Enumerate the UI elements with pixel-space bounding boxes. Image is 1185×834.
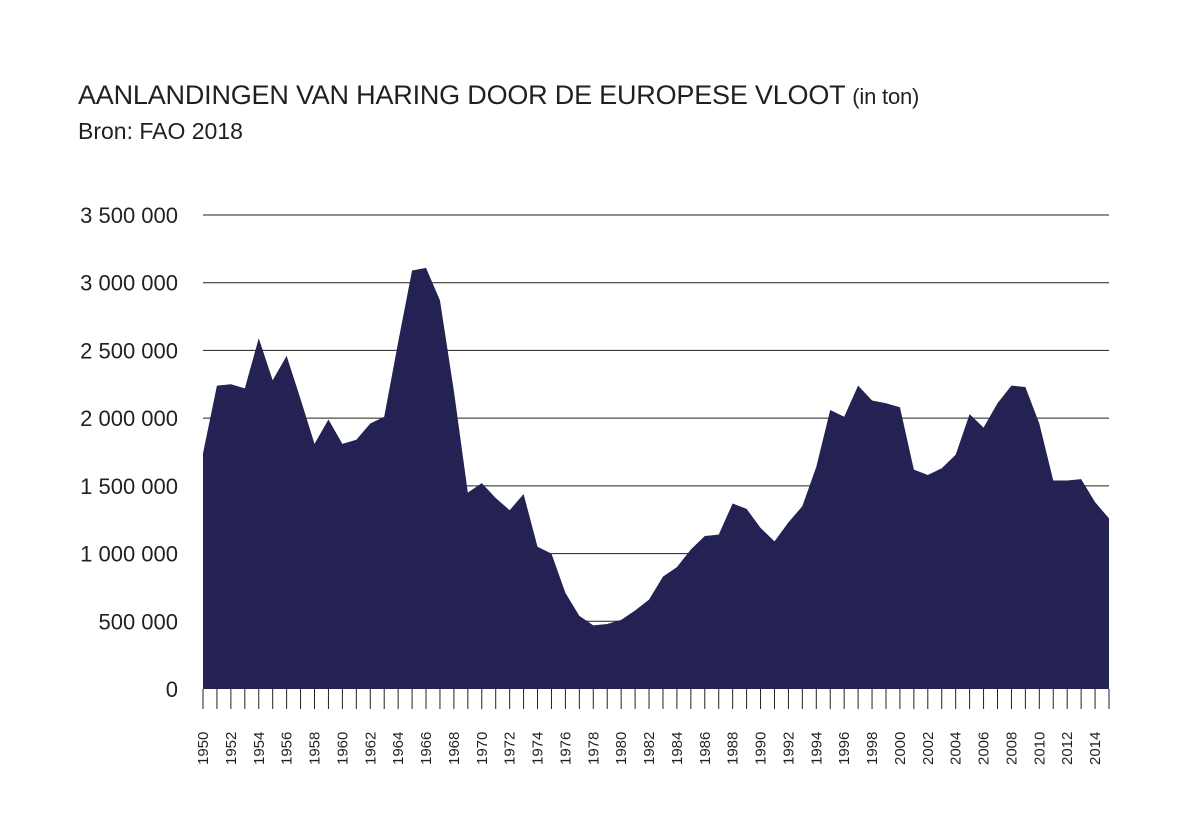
x-tick-label: 2002 — [920, 732, 937, 765]
y-tick-label: 0 — [166, 677, 178, 702]
chart-title-unit: (in ton) — [852, 84, 920, 109]
x-tick-label: 2008 — [1003, 732, 1020, 765]
x-tick-label: 1972 — [502, 732, 519, 765]
x-tick-label: 2000 — [892, 732, 909, 765]
x-tick-label: 2006 — [976, 732, 993, 765]
x-tick-label: 1980 — [613, 732, 630, 765]
x-axis-ticks — [202, 689, 1110, 709]
y-tick-label: 3 500 000 — [80, 203, 178, 228]
herring-landings-area — [203, 267, 1109, 689]
area-series — [203, 267, 1109, 689]
x-tick-label: 1988 — [725, 732, 742, 765]
x-tick-label: 1962 — [362, 732, 379, 765]
y-tick-label: 500 000 — [98, 609, 178, 634]
x-tick-label: 1960 — [334, 732, 351, 765]
x-tick-label: 1966 — [418, 732, 435, 765]
x-tick-label: 1968 — [446, 732, 463, 765]
x-tick-label: 1984 — [669, 732, 686, 765]
chart-title: AANLANDINGEN VAN HARING DOOR DE EUROPESE… — [78, 80, 919, 111]
x-tick-label: 1974 — [530, 732, 547, 765]
x-tick-label: 1992 — [780, 732, 797, 765]
x-tick-label: 1996 — [836, 732, 853, 765]
x-tick-label: 1978 — [585, 732, 602, 765]
chart-title-text: AANLANDINGEN VAN HARING DOOR DE EUROPESE… — [78, 80, 845, 110]
x-tick-label: 1982 — [641, 732, 658, 765]
x-tick-label: 2010 — [1031, 732, 1048, 765]
y-axis-labels: 0 500 000 1 000 000 1 500 000 2 000 000 2 500… — [80, 203, 178, 702]
y-tick-label: 2 500 000 — [80, 338, 178, 363]
x-tick-label: 2012 — [1059, 732, 1076, 765]
x-tick-label: 2004 — [948, 732, 965, 765]
x-tick-label: 1986 — [697, 732, 714, 765]
y-tick-label: 1 500 000 — [80, 474, 178, 499]
y-tick-label: 3 000 000 — [80, 271, 178, 296]
x-tick-label: 1976 — [557, 732, 574, 765]
y-tick-label: 2 000 000 — [80, 406, 178, 431]
x-tick-label: 1954 — [251, 732, 268, 765]
y-tick-label: 1 000 000 — [80, 542, 178, 567]
chart-subtitle: Bron: FAO 2018 — [78, 118, 243, 144]
x-tick-label: 2014 — [1087, 732, 1104, 765]
x-tick-label: 1958 — [307, 732, 324, 765]
x-tick-label: 1952 — [223, 732, 240, 765]
x-tick-label: 1998 — [864, 732, 881, 765]
x-axis-labels: 1950 1952 1954 1956 1958 1960 1962 1964 1966 1968… — [195, 732, 1104, 765]
x-tick-label: 1990 — [753, 732, 770, 765]
x-tick-label: 1994 — [808, 732, 825, 765]
x-tick-label: 1964 — [390, 732, 407, 765]
x-tick-label: 1970 — [474, 732, 491, 765]
x-tick-label: 1956 — [279, 732, 296, 765]
x-tick-label: 1950 — [195, 732, 212, 765]
